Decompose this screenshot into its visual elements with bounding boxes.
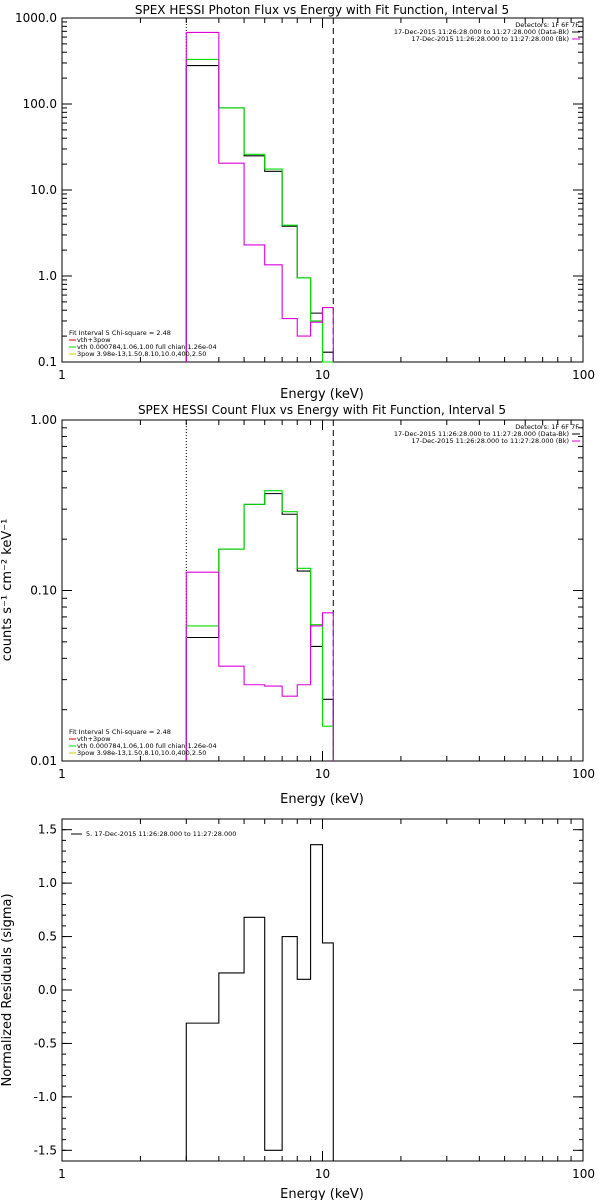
y-tick-label: -1.5 (34, 1143, 57, 1157)
legend-bl-item: Fit Interval 5 Chi-square = 2.48 (69, 329, 171, 337)
legend-tr-item: Detectors: 1F 6F 7F (515, 423, 579, 431)
series-step-magenta (185, 31, 334, 362)
panel-2-ylabel: Normalized Residuals (sigma) (0, 893, 15, 1086)
panel-0-xlabel: Energy (keV) (280, 387, 364, 402)
x-tick-label: 100 (572, 1167, 595, 1181)
y-tick-label: 1000.0 (15, 11, 57, 25)
series-step-black (185, 844, 334, 1161)
panel-2-xlabel: Energy (keV) (280, 1187, 364, 1200)
legend-bl-item: Fit Interval 5 Chi-square = 2.48 (69, 728, 171, 736)
legend-tl-item: 5. 17-Dec-2015 11:26:28.000 to 11:27:28.… (86, 830, 236, 838)
y-tick-label: 1.0 (38, 269, 57, 283)
series-step-green (185, 58, 334, 363)
legend-bl-item: vth+3pow (77, 735, 111, 743)
series-step-black (185, 64, 334, 362)
y-tick-label: 0.5 (38, 930, 57, 944)
y-tick-label: 0.0 (38, 983, 57, 997)
legend-tr-item: 17-Dec-2015 11:26:28.000 to 11:27:28.000… (412, 437, 570, 445)
y-tick-label: 1.5 (38, 823, 57, 837)
series-step-green (185, 490, 334, 761)
series-step-black (185, 493, 334, 761)
photon-flux-panel: SPEX HESSI Photon Flux vs Energy with Fi… (15, 3, 595, 402)
x-tick-label: 100 (572, 368, 595, 382)
residuals-panel: Energy (keV) Normalized Residuals (sigma… (0, 818, 595, 1200)
x-tick-label: 100 (572, 767, 595, 781)
x-tick-label: 10 (315, 767, 330, 781)
legend-tr-item: 17-Dec-2015 11:26:28.000 to 11:27:28.000… (394, 430, 569, 438)
y-tick-label: -1.0 (34, 1090, 57, 1104)
y-tick-label: 1.0 (38, 876, 57, 890)
x-tick-label: 1 (58, 1167, 66, 1181)
y-tick-label: 1.00 (30, 413, 57, 427)
panel-1-xlabel: Energy (keV) (280, 792, 364, 807)
y-tick-label: 10.0 (30, 183, 57, 197)
legend-bl-item: 3pow 3.98e-13,1.50,8.10,10.0,400,2.50 (77, 350, 206, 358)
y-tick-label: 0.01 (30, 754, 57, 768)
legend-bl-item: vth+3pow (77, 336, 111, 344)
y-tick-label: 0.10 (30, 584, 57, 598)
legend-tr-item: 17-Dec-2015 11:26:28.000 to 11:27:28.000… (412, 35, 570, 43)
panel-1-ylabel: counts s⁻¹ cm⁻² keV⁻¹ (0, 519, 15, 662)
legend-tr-item: 17-Dec-2015 11:26:28.000 to 11:27:28.000… (394, 28, 569, 36)
x-tick-label: 10 (315, 368, 330, 382)
x-tick-label: 1 (58, 368, 66, 382)
legend-tr-item: Detectors: 1F 6F 7F (515, 21, 579, 29)
y-tick-label: 100.0 (23, 97, 57, 111)
legend-bl-item: 3pow 3.98e-13,1.50,8.10,10.0,400,2.50 (77, 749, 206, 757)
x-tick-label: 10 (315, 1167, 330, 1181)
series-step-magenta (185, 571, 334, 761)
legend-bl-item: vth 0.000784,1.06,1.00 full chian 1.26e-… (77, 343, 217, 351)
count-flux-panel: SPEX HESSI Count Flux vs Energy with Fit… (0, 403, 595, 807)
y-tick-label: -0.5 (34, 1036, 57, 1050)
x-tick-label: 1 (58, 767, 66, 781)
legend-bl-item: vth 0.000784,1.06,1.00 full chian 1.26e-… (77, 742, 217, 750)
y-tick-label: 0.1 (38, 355, 57, 369)
panel-1-title: SPEX HESSI Count Flux vs Energy with Fit… (138, 403, 506, 417)
panel-0-title: SPEX HESSI Photon Flux vs Energy with Fi… (135, 3, 509, 17)
